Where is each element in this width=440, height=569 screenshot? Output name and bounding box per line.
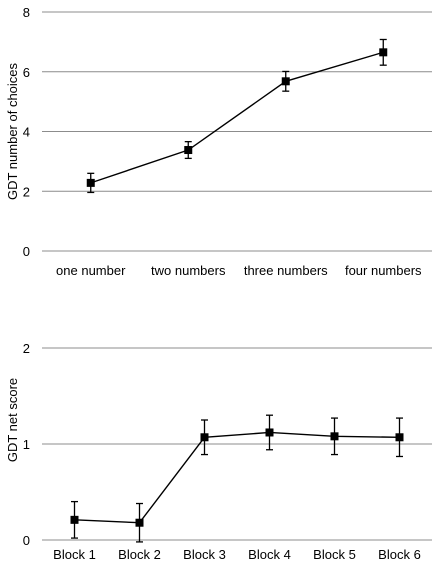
y-tick-label: 2 xyxy=(23,341,30,356)
x-tick-label: one number xyxy=(56,263,126,278)
data-point xyxy=(281,77,290,86)
series-line xyxy=(74,431,400,524)
data-point xyxy=(184,146,193,155)
data-point xyxy=(395,433,404,442)
y-tick-label: 6 xyxy=(23,65,30,80)
y-tick-label: 0 xyxy=(23,244,30,259)
data-point xyxy=(70,515,79,524)
x-tick-label: Block 6 xyxy=(378,547,421,562)
data-point xyxy=(330,432,339,441)
chart-net-score: 0 1 2 Block 1 Block 2 Block 3 Block 4 Block 5 Bl… xyxy=(5,341,432,562)
data-point xyxy=(86,178,95,187)
x-tick-label: three numbers xyxy=(244,263,328,278)
x-tick-label: Block 4 xyxy=(248,547,291,562)
y-tick-label: 8 xyxy=(23,5,30,20)
y-tick-label: 1 xyxy=(23,437,30,452)
x-tick-label: Block 1 xyxy=(53,547,96,562)
y-tick-label: 2 xyxy=(23,184,30,199)
series-line xyxy=(90,51,384,184)
y-tick-label: 4 xyxy=(23,125,30,140)
x-tick-label: four numbers xyxy=(345,263,422,278)
y-tick-label: 0 xyxy=(23,533,30,548)
y-axis-label: GDT number of choices xyxy=(5,62,20,200)
data-point xyxy=(265,428,274,437)
data-point xyxy=(135,518,144,527)
data-point xyxy=(200,433,209,442)
y-axis-label: GDT net score xyxy=(5,378,20,462)
chart-number-of-choices: 0 2 4 6 8 one number two numbers three numbers f… xyxy=(5,5,432,278)
x-tick-label: two numbers xyxy=(151,263,226,278)
x-tick-label: Block 2 xyxy=(118,547,161,562)
x-tick-label: Block 5 xyxy=(313,547,356,562)
x-tick-label: Block 3 xyxy=(183,547,226,562)
data-point xyxy=(379,48,388,57)
